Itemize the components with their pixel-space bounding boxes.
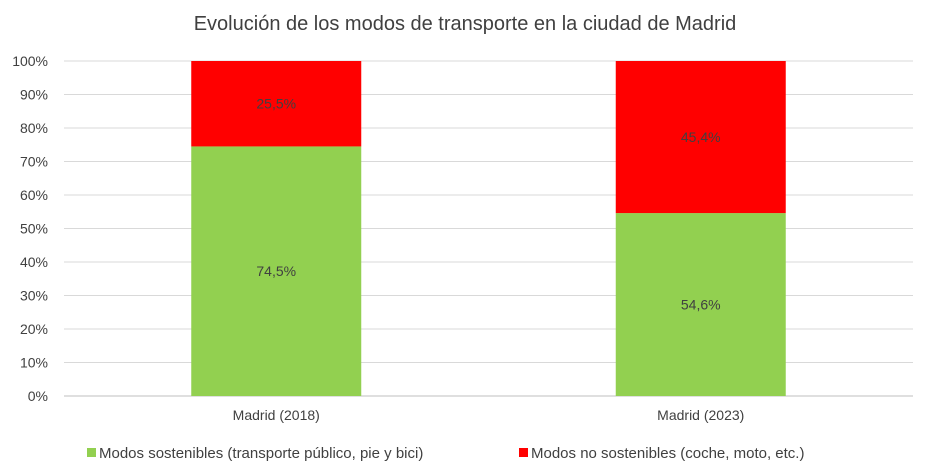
legend-swatch [519,448,528,457]
y-tick-label: 20% [20,321,48,337]
y-axis-ticks: 0% 10% 20% 30% 40% 50% 60% 70% 80% 90% 100% [12,53,48,404]
legend-label: Modos sostenibles (transporte público, p… [99,445,423,462]
y-tick-label: 0% [28,388,48,404]
bar-value-label: 45,4% [681,129,721,145]
x-category-label: Madrid (2023) [657,407,744,423]
x-axis-categories: Madrid (2018) Madrid (2023) [233,407,745,423]
bar-segment [191,61,362,147]
bar-value-label: 74,5% [256,263,296,279]
y-tick-label: 90% [20,87,48,103]
bars [191,61,786,396]
bar-value-label: 25,5% [256,96,296,112]
y-tick-label: 60% [20,187,48,203]
y-tick-label: 30% [20,288,48,304]
legend-label: Modos no sostenibles (coche, moto, etc.) [531,445,804,462]
legend-swatch [87,448,96,457]
y-tick-label: 100% [12,53,48,69]
bar-segment [615,61,786,214]
legend: Modos sostenibles (transporte público, p… [87,445,804,462]
y-tick-label: 10% [20,355,48,371]
y-tick-label: 50% [20,221,48,237]
x-category-label: Madrid (2018) [233,407,320,423]
bar-value-label: 54,6% [681,297,721,313]
y-tick-label: 40% [20,254,48,270]
data-labels: 74,5% 25,5% 54,6% 45,4% [256,96,720,313]
chart-title: Evolución de los modos de transporte en … [194,13,737,35]
y-tick-label: 80% [20,120,48,136]
bar-segment [615,213,786,396]
y-tick-label: 70% [20,154,48,170]
bar-segment [191,146,362,396]
